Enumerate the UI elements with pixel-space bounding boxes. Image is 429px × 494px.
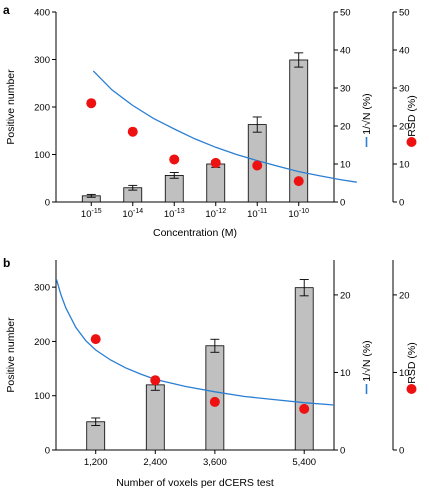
left-tick-label: 0: [45, 198, 50, 209]
rsd-dot: [252, 160, 263, 171]
right-axis-2-label: RSD (%): [406, 95, 418, 136]
x-tick-label: 10-10: [288, 208, 309, 220]
rsd-dot: [127, 126, 138, 137]
right-axis-2-label: RSD (%): [406, 342, 418, 383]
right-axis-2-tick-label: 10: [399, 368, 410, 379]
right-axis-2-tick-label: 50: [399, 8, 410, 19]
left-tick-label: 400: [34, 8, 50, 19]
rsd-dot: [209, 396, 220, 407]
panel-letter: b: [3, 256, 10, 270]
right-axis-1-tick-label: 10: [340, 160, 351, 171]
left-tick-label: 200: [34, 337, 50, 348]
dot-legend-marker: [406, 384, 417, 394]
right-axis-1-tick-label: 50: [340, 8, 351, 19]
y-axis-label: Positive number: [5, 69, 17, 145]
right-axis-2-tick-label: 10: [399, 160, 410, 171]
bar: [206, 163, 226, 203]
rsd-dot: [150, 375, 161, 386]
x-axis-label: Concentration (M): [153, 227, 237, 239]
rsd-dot: [90, 334, 101, 345]
bar: [294, 287, 314, 451]
right-axis-1-tick-label: 20: [340, 122, 351, 133]
right-axis-2-tick-label: 40: [399, 46, 410, 57]
x-tick-label: 10-15: [81, 208, 102, 220]
left-tick-label: 300: [34, 55, 50, 66]
right-axis-1-label: 1/√N (%): [361, 340, 373, 381]
rsd-dot: [86, 98, 97, 109]
x-tick-label: 5,400: [292, 457, 316, 468]
bar: [164, 174, 184, 203]
rsd-dot: [293, 176, 304, 187]
rsd-dot: [210, 157, 221, 168]
left-tick-label: 100: [34, 150, 50, 161]
right-axis-1-label: 1/√N (%): [361, 93, 373, 134]
right-axis-2-tick-label: 20: [399, 290, 410, 301]
x-axis-label: Number of voxels per dCERS test: [116, 477, 274, 489]
x-tick-label: 10-14: [122, 208, 143, 220]
panel-a: a 0 100 200 300 400 0 10 20 30 40 50 0 10 20 30 40 50 10-1…: [3, 3, 418, 239]
right-axis-2-tick-label: 30: [399, 84, 410, 95]
right-axis-1-tick-label: 0: [340, 446, 345, 457]
rsd-dot: [299, 403, 310, 414]
x-tick-label: 10-13: [164, 208, 185, 220]
right-axis-2-tick-label: 0: [399, 198, 404, 209]
left-tick-label: 200: [34, 103, 50, 114]
dot-legend-marker: [406, 137, 417, 147]
panel-letter: a: [3, 3, 10, 17]
right-axis-2-tick-label: 20: [399, 122, 410, 133]
theoretical-curve: [92, 70, 357, 183]
right-axis-2-tick-label: 0: [399, 446, 404, 457]
left-tick-label: 300: [34, 283, 50, 294]
x-tick-label: 10-11: [247, 208, 267, 220]
x-tick-label: 3,600: [203, 457, 227, 468]
x-tick-label: 10-12: [205, 208, 226, 220]
left-tick-label: 100: [34, 391, 50, 402]
theoretical-curve: [55, 279, 335, 406]
right-axis-1-tick-label: 30: [340, 84, 351, 95]
y-axis-label: Positive number: [5, 317, 17, 393]
x-tick-label: 1,200: [84, 457, 108, 468]
rsd-dot: [169, 154, 180, 165]
right-axis-1-tick-label: 0: [340, 198, 345, 209]
x-tick-label: 2,400: [143, 457, 167, 468]
right-axis-1-tick-label: 20: [340, 290, 351, 301]
right-axis-1-tick-label: 10: [340, 368, 351, 379]
right-axis-1-tick-label: 40: [340, 46, 351, 57]
bar: [145, 384, 165, 451]
left-tick-label: 0: [45, 446, 50, 457]
